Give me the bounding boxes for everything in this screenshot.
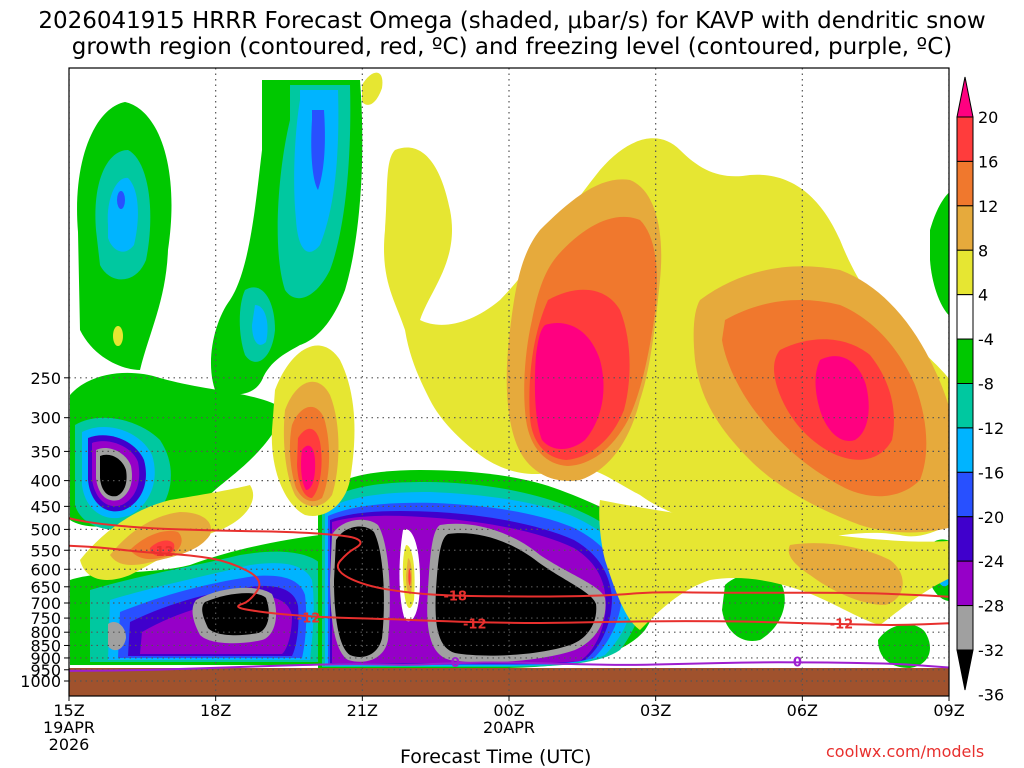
contour-label-dendritic-12C-1: -12 xyxy=(297,612,321,627)
contour-freezing-0C xyxy=(69,661,949,672)
contour-label-dendritic-12C-3: -12 xyxy=(830,617,854,632)
contour-label-dendritic-12C-2: -12 xyxy=(463,617,487,632)
colorbar-label--4: -4 xyxy=(978,330,994,349)
contour-label-dendritic-12C-0: -12 xyxy=(150,545,174,560)
contour-label-freezing-0C-1: 0 xyxy=(793,655,802,670)
colorbar-swatch-6 xyxy=(956,338,974,385)
contour-label-freezing-0C-0: 0 xyxy=(451,656,460,671)
contour-dendritic-12C xyxy=(69,544,949,626)
y-tick-label-900: 900 xyxy=(30,649,61,668)
y-tick-label-700: 700 xyxy=(30,594,61,613)
colorbar-swatch-9 xyxy=(956,471,974,518)
colorbar-label-20: 20 xyxy=(978,108,998,127)
colorbar-swatch-2 xyxy=(956,160,974,207)
colorbar-swatch-1 xyxy=(956,116,974,162)
colorbar-label--28: -28 xyxy=(978,597,1004,616)
x-tick-label-21Z: 21Z xyxy=(347,701,378,720)
site-credit[interactable]: coolwx.com/models xyxy=(826,742,985,761)
x-date-label-20APR: 20APR xyxy=(483,718,535,737)
colorbar-swatch-4 xyxy=(956,249,974,296)
x-year-label: 2026 xyxy=(49,735,90,754)
y-tick-label-550: 550 xyxy=(30,541,61,560)
contour-dendritic-18C xyxy=(69,517,949,598)
colorbar-label--20: -20 xyxy=(978,508,1004,527)
colorbar-label-8: 8 xyxy=(978,241,988,260)
y-tick-label-450: 450 xyxy=(30,497,61,516)
colorbar-swatch-8 xyxy=(956,427,974,473)
ground-strip xyxy=(69,668,949,696)
colorbar-bottom-arrow xyxy=(956,649,974,691)
x-tick-label-06Z: 06Z xyxy=(787,701,818,720)
colorbar-label--32: -32 xyxy=(978,641,1004,660)
colorbar-label-16: 16 xyxy=(978,152,998,171)
chart-title-line-2: growth region (contoured, red, ºC) and f… xyxy=(71,34,953,60)
colorbar-label--24: -24 xyxy=(978,552,1004,571)
colorbar-swatch-5 xyxy=(956,294,974,340)
colorbar-swatch-7 xyxy=(956,383,974,429)
y-tick-label-750: 750 xyxy=(30,609,61,628)
colorbar-swatch-11 xyxy=(956,560,974,607)
colorbar-label-4: 4 xyxy=(978,286,988,305)
x-tick-label-03Z: 03Z xyxy=(640,701,671,720)
x-date-label-19APR: 19APR xyxy=(43,718,95,737)
colorbar-label--8: -8 xyxy=(978,375,994,394)
colorbar-label-12: 12 xyxy=(978,197,998,216)
colorbar-swatch-12 xyxy=(956,605,974,651)
y-tick-label-400: 400 xyxy=(30,472,61,491)
y-tick-label-1000: 1000 xyxy=(20,672,61,691)
y-tick-label-600: 600 xyxy=(30,560,61,579)
chart-title-line-1: 2026041915 HRRR Forecast Omega (shaded, … xyxy=(38,8,986,34)
x-axis-title: Forecast Time (UTC) xyxy=(400,746,592,768)
contour-label-dendritic-18C-0: -18 xyxy=(443,590,467,605)
colorbar-swatch-3 xyxy=(956,205,974,251)
colorbar-label--36: -36 xyxy=(978,685,1004,704)
colorbar-top-arrow xyxy=(956,76,974,118)
x-tick-label-00Z: 00Z xyxy=(493,701,524,720)
y-tick-label-650: 650 xyxy=(30,578,61,597)
y-tick-label-250: 250 xyxy=(30,369,61,388)
x-tick-label-09Z: 09Z xyxy=(933,701,964,720)
omega-shading xyxy=(70,72,949,668)
colorbar-label--12: -12 xyxy=(978,419,1004,438)
x-tick-label-15Z: 15Z xyxy=(53,701,84,720)
y-tick-label-300: 300 xyxy=(30,409,61,428)
colorbar-label--16: -16 xyxy=(978,463,1004,482)
y-tick-label-500: 500 xyxy=(30,520,61,539)
x-tick-label-18Z: 18Z xyxy=(200,701,231,720)
colorbar-swatch-10 xyxy=(956,516,974,562)
y-tick-label-850: 850 xyxy=(30,636,61,655)
y-tick-label-350: 350 xyxy=(30,442,61,461)
y-tick-label-950: 950 xyxy=(30,661,61,680)
plot-frame xyxy=(68,67,950,697)
y-tick-label-800: 800 xyxy=(30,623,61,642)
